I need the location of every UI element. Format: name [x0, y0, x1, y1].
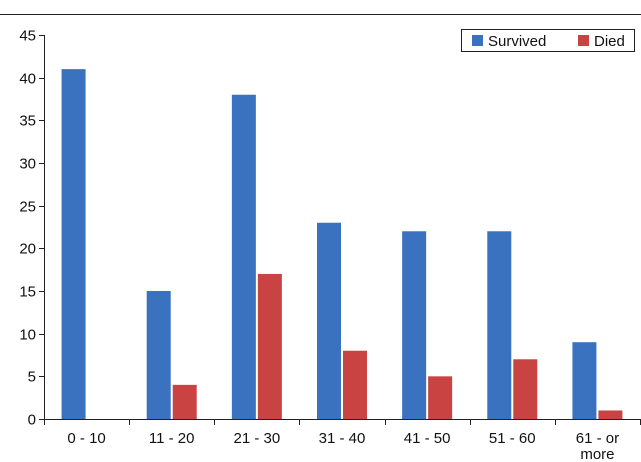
- x-tick-label: 31 - 40: [319, 430, 366, 447]
- bar-died-4: [343, 350, 367, 419]
- legend-label-survived: Survived: [488, 33, 546, 50]
- x-tick-label: 41 - 50: [404, 430, 451, 447]
- x-tick-label: 61 - or: [576, 430, 619, 447]
- x-tick-label: more: [580, 446, 614, 462]
- x-tick-label: 21 - 30: [234, 430, 281, 447]
- x-tick-label: 0 - 10: [67, 430, 105, 447]
- legend-label-died: Died: [594, 33, 625, 50]
- bar-survived-3: [231, 94, 256, 419]
- y-tick-label: 10: [19, 327, 36, 344]
- bar-survived-6: [487, 231, 512, 419]
- bar-survived-1: [61, 69, 86, 419]
- bar-died-5: [428, 376, 453, 419]
- y-tick-label: 40: [19, 71, 36, 88]
- y-tick-label: 0: [28, 412, 36, 429]
- bar-died-6: [513, 359, 538, 419]
- bar-died-7: [598, 410, 623, 419]
- y-tick-label: 35: [19, 113, 36, 130]
- y-tick-label: 5: [28, 369, 36, 386]
- bar-survived-7: [572, 342, 597, 419]
- bar-survived-5: [402, 231, 427, 419]
- bar-died-2: [172, 384, 197, 419]
- legend: Survived Died: [461, 29, 635, 52]
- x-tick-label: 51 - 60: [489, 430, 536, 447]
- y-tick-label: 25: [19, 199, 36, 216]
- y-tick-label: 45: [19, 28, 36, 45]
- plot-area: 0 5 10 15 20 25 30 35 40 45 0 - 10 11 - 20 21 - 30 31…: [19, 28, 641, 462]
- y-tick-label: 20: [19, 241, 36, 258]
- legend-swatch-survived: [472, 35, 483, 46]
- legend-swatch-died: [578, 35, 589, 46]
- legend-box: [461, 29, 635, 52]
- bar-survived-4: [317, 222, 341, 419]
- x-tick-label: 11 - 20: [149, 430, 195, 447]
- bar-survived-2: [146, 291, 171, 419]
- y-tick-label: 30: [19, 156, 36, 173]
- bar-died-3: [257, 273, 282, 419]
- y-tick-label: 15: [19, 284, 36, 301]
